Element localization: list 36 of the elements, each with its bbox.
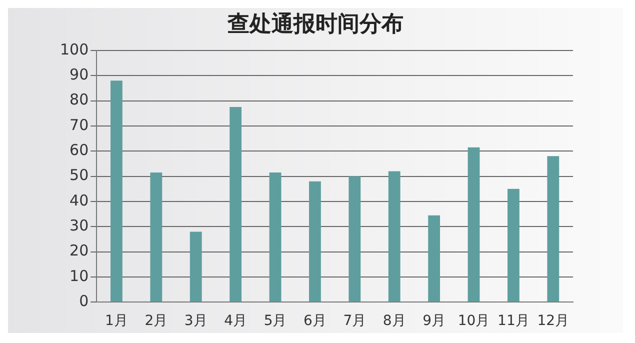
y-tick-label: 40 — [70, 191, 89, 210]
bar — [508, 188, 520, 302]
x-tick-label: 9月 — [422, 313, 446, 330]
bar — [150, 172, 162, 302]
bar — [388, 171, 400, 302]
y-tick-label: 0 — [79, 292, 89, 310]
x-tick-label: 12月 — [537, 313, 570, 330]
y-tick-label: 80 — [70, 90, 89, 109]
bar — [468, 147, 480, 302]
bar — [547, 156, 560, 302]
y-tick-label: 70 — [70, 116, 89, 134]
x-tick-label: 2月 — [144, 313, 168, 330]
bar — [348, 176, 361, 302]
bar — [230, 107, 242, 302]
y-tick-label: 20 — [70, 242, 89, 260]
x-tick-label: 8月 — [382, 313, 406, 330]
bar — [309, 181, 321, 302]
bar — [269, 172, 282, 302]
x-tick-label: 10月 — [458, 313, 490, 330]
y-tick-label: 60 — [70, 141, 89, 160]
y-tick-label: 30 — [70, 216, 89, 235]
bar — [190, 232, 202, 302]
x-tick-label: 5月 — [264, 313, 287, 330]
y-tick-label: 90 — [70, 65, 89, 84]
y-tick-label: 50 — [70, 166, 89, 184]
x-tick-label: 6月 — [304, 313, 326, 330]
bar — [428, 215, 440, 302]
y-tick-label: 100 — [60, 40, 89, 58]
x-tick-label: 1月 — [105, 313, 128, 330]
x-tick-label: 3月 — [184, 313, 208, 330]
bar — [110, 80, 122, 302]
x-tick-label: 7月 — [343, 313, 366, 330]
x-tick-label: 11月 — [498, 313, 530, 330]
chart-title: 查处通报时间分布 — [226, 12, 404, 37]
x-tick-label: 4月 — [224, 313, 248, 330]
y-tick-label: 10 — [70, 266, 89, 285]
